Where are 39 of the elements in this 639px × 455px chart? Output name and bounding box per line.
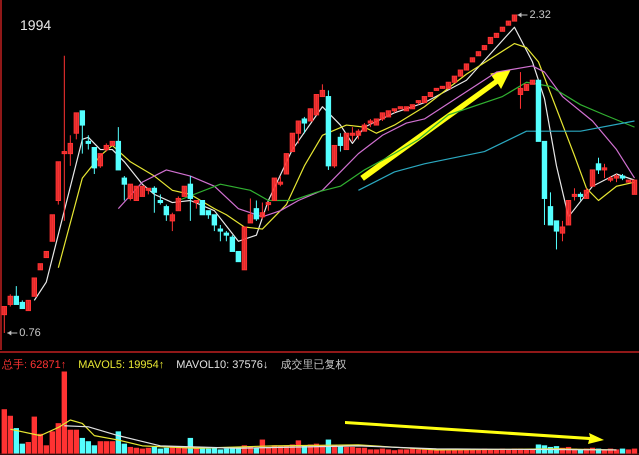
- candlestick: [98, 153, 104, 168]
- candlestick: [152, 186, 158, 214]
- candlestick: [218, 224, 224, 242]
- candlestick: [122, 176, 128, 201]
- candlestick: [584, 188, 590, 199]
- annotation: 2.32: [529, 9, 551, 21]
- chart-title: 1994: [20, 17, 52, 33]
- text: MAVOL5: 19954↑: [78, 359, 164, 371]
- candlestick: [26, 300, 32, 312]
- candlestick: [338, 132, 344, 152]
- text: 总手: 62871↑: [1, 358, 66, 371]
- candlestick: [332, 144, 338, 168]
- candlestick: [2, 306, 7, 334]
- candlestick: [188, 176, 194, 222]
- text: MAVOL10: 37576↓: [176, 359, 268, 371]
- candlestick: [596, 157, 602, 174]
- candlestick: [560, 220, 566, 242]
- candlestick: [248, 198, 254, 224]
- candlestick: [254, 200, 260, 222]
- candlestick: [224, 230, 230, 242]
- candlestick: [284, 153, 290, 174]
- candlestick: [176, 196, 182, 212]
- candlestick: [80, 110, 86, 154]
- candlestick: [86, 134, 92, 150]
- candlestick: [182, 186, 188, 197]
- candlestick: [260, 202, 266, 220]
- text: 成交里已复权: [280, 358, 346, 371]
- annotation: 0.76: [19, 327, 41, 339]
- candlestick: [92, 147, 98, 174]
- candlestick: [602, 163, 608, 179]
- candlestick: [170, 212, 176, 232]
- candlestick: [164, 204, 170, 222]
- candlestick: [74, 112, 80, 140]
- candlestick: [32, 277, 38, 297]
- candlestick: [572, 188, 578, 201]
- candlestick: [590, 169, 596, 187]
- candlestick: [302, 116, 308, 134]
- candlestick: [8, 294, 13, 307]
- candlestick: [158, 194, 164, 206]
